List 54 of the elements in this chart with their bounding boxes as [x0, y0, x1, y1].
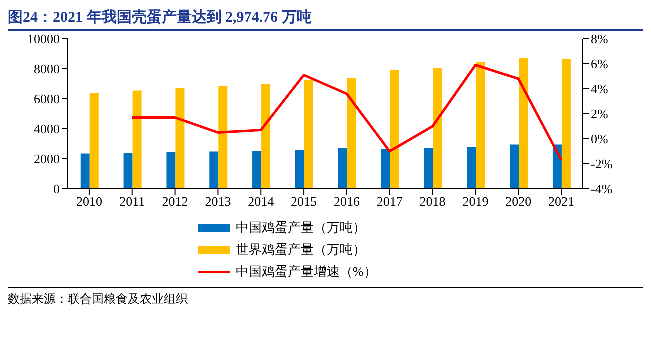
x-tick-label: 2014 [248, 194, 275, 210]
bar [510, 144, 520, 189]
y-tick-label: 6000 [34, 92, 60, 107]
bar [476, 62, 486, 189]
x-tick-label: 2021 [548, 194, 575, 210]
bar [176, 88, 185, 189]
bar [132, 90, 142, 189]
bar [124, 153, 133, 189]
x-tick-label: 2012 [162, 194, 188, 210]
legend-label: 中国鸡蛋产量增速（%） [236, 263, 377, 281]
bar [424, 148, 434, 189]
y2-tick-label: 2% [591, 106, 608, 122]
legend-label: 中国鸡蛋产量（万吨） [236, 219, 366, 237]
line-series [131, 64, 563, 162]
y-tick-label: 4000 [34, 122, 60, 137]
x-tick-label: 2011 [120, 194, 146, 210]
bar [166, 152, 176, 189]
y-tick-label: 2000 [34, 152, 60, 167]
bar [338, 148, 348, 189]
y2-tick-label: 4% [591, 82, 608, 97]
x-tick-label: 2015 [291, 194, 318, 210]
bar [90, 93, 99, 189]
x-tick-label: 2019 [462, 194, 489, 210]
y-tick-label: 0 [54, 182, 60, 197]
bar [295, 150, 304, 189]
bar [252, 152, 262, 189]
x-tick-label: 2013 [205, 194, 232, 210]
bar [218, 86, 228, 189]
bar [347, 78, 356, 189]
bar [381, 149, 390, 189]
y2-tick-label: -2% [591, 156, 613, 172]
x-tick-label: 2018 [420, 194, 446, 210]
bar [390, 70, 400, 189]
y-tick-label: 8000 [34, 62, 60, 77]
bar [467, 147, 476, 189]
y2-tick-label: 8% [591, 32, 608, 47]
bar [262, 84, 271, 189]
x-tick-label: 2010 [76, 194, 102, 210]
x-tick-label: 2017 [376, 194, 404, 210]
y-tick-label: 10000 [28, 32, 60, 47]
bar [80, 154, 90, 189]
chart-title: 图24：2021 年我国壳蛋产量达到 2,974.76 万吨 [8, 8, 643, 31]
y2-tick-label: -4% [591, 182, 613, 197]
bar [562, 59, 571, 189]
x-tick-label: 2020 [506, 194, 532, 210]
x-tick-label: 2016 [334, 194, 360, 210]
bar [519, 58, 528, 189]
bar [210, 152, 219, 189]
y2-tick-label: 6% [591, 56, 608, 72]
bar [433, 68, 442, 189]
legend-label: 世界鸡蛋产量（万吨） [236, 241, 366, 259]
source-note: 数据来源：联合国粮食及农业组织 [8, 291, 189, 308]
bar [304, 80, 314, 189]
y2-tick-label: 0% [591, 132, 608, 147]
